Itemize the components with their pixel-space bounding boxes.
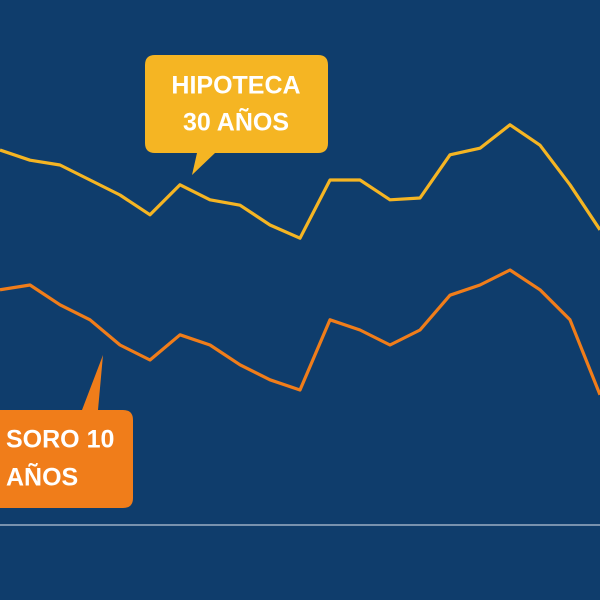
legend-label: HIPOTECA bbox=[171, 72, 300, 100]
legend-label: AÑOS bbox=[6, 462, 78, 492]
callout-tesoro: SORO 10 AÑOS bbox=[0, 355, 133, 508]
series-line bbox=[0, 268, 600, 396]
legend-label: 30 AÑOS bbox=[183, 107, 289, 137]
legend-label: SORO 10 bbox=[6, 426, 114, 454]
callout-box bbox=[145, 55, 328, 175]
callout-box bbox=[0, 355, 133, 508]
lines bbox=[0, 123, 600, 396]
callout-hipoteca: HIPOTECA 30 AÑOS bbox=[145, 55, 328, 175]
series-line bbox=[0, 123, 600, 240]
